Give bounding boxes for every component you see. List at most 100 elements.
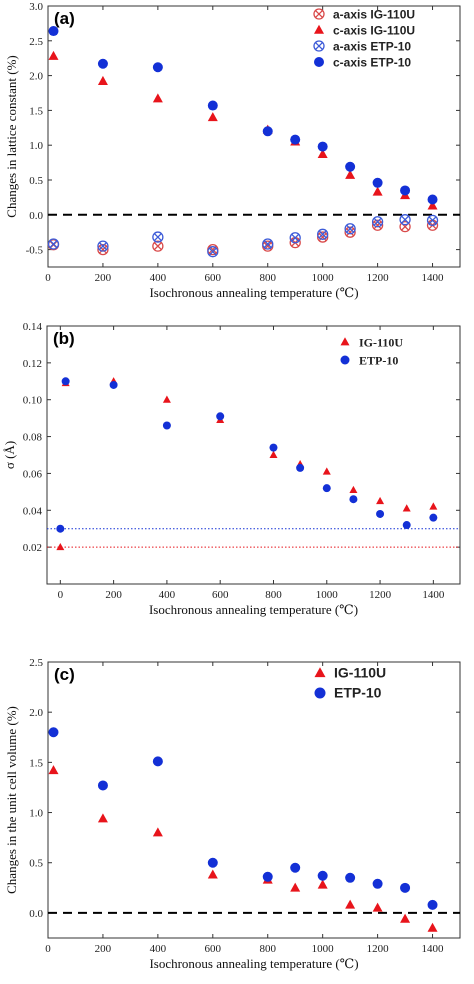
- data-point: [290, 134, 301, 145]
- x-tick-label: 400: [150, 943, 167, 955]
- data-point: [426, 214, 439, 227]
- data-point: [372, 902, 383, 912]
- data-point: [400, 882, 411, 893]
- data-point: [400, 913, 411, 923]
- data-point: [207, 857, 218, 868]
- data-point: [345, 899, 356, 909]
- data-point: [56, 542, 65, 551]
- y-tick-label: 3.0: [29, 1, 43, 13]
- x-tick-label: 0: [45, 943, 51, 955]
- y-tick-label: 0.14: [23, 321, 43, 333]
- legend-label: c-axis IG-110U: [333, 24, 415, 38]
- legend-label: a-axis IG-110U: [333, 8, 415, 22]
- panel-b-chart: 0 200 400 600 800 1000 1200 1400 0.02 0.04 0.06 0.0…: [2, 321, 461, 617]
- data-point: [97, 75, 108, 85]
- data-point: [376, 509, 385, 518]
- data-point: [296, 463, 305, 472]
- y-tick-label: 0.04: [23, 505, 43, 517]
- legend-marker: [313, 40, 325, 52]
- x-tick-label: 600: [212, 589, 229, 601]
- y-tick-label: 2.5: [29, 36, 43, 48]
- data-point: [269, 450, 278, 459]
- x-tick-label: 200: [105, 589, 122, 601]
- y-tick-label: 2.5: [29, 657, 43, 669]
- legend-label: ETP-10: [359, 354, 398, 368]
- legend-marker: [314, 57, 324, 67]
- y-axis-title: Changes in the unit cell volume (%): [4, 706, 19, 894]
- y-axis-title: σ (Å): [2, 441, 17, 469]
- data-point: [429, 502, 438, 510]
- x-tick-label: 800: [259, 272, 276, 284]
- data-point: [61, 377, 70, 386]
- data-point: [372, 177, 383, 188]
- series-0: [48, 765, 438, 932]
- x-tick-label: 0: [58, 589, 64, 601]
- panel-a-chart: 0 200 400 600 800 1000 1200 1400 -0.5 0.0 0.5 1.0 1.…: [4, 1, 461, 300]
- legend-marker: [340, 337, 350, 346]
- data-point: [262, 238, 274, 250]
- panel-label: (c): [54, 665, 75, 684]
- y-tick-label: 0.5: [29, 175, 43, 187]
- data-point: [317, 879, 328, 889]
- plot-frame: [46, 325, 461, 585]
- data-point: [207, 100, 218, 111]
- data-point: [345, 169, 356, 179]
- data-point: [152, 231, 164, 243]
- x-axis-title: Isochronous annealing temperature (℃): [149, 285, 358, 300]
- data-point: [371, 216, 384, 228]
- panel-label: (b): [53, 329, 75, 348]
- data-point: [376, 496, 385, 505]
- series-0: [56, 377, 438, 551]
- data-point: [427, 194, 438, 205]
- x-tick-label: 1200: [367, 272, 390, 284]
- y-axis-title: Changes in lattice constant (%): [4, 55, 19, 217]
- data-point: [152, 62, 163, 73]
- x-tick-label: 1000: [312, 272, 335, 284]
- data-point: [402, 504, 411, 512]
- data-point: [262, 126, 273, 137]
- x-axis-title: Isochronous annealing temperature (℃): [149, 602, 358, 617]
- y-tick-label: 1.0: [29, 140, 43, 152]
- data-point: [349, 495, 358, 504]
- data-point: [97, 243, 109, 256]
- data-point: [317, 141, 328, 152]
- data-point: [48, 765, 59, 775]
- data-point: [97, 813, 108, 823]
- panel-c-chart: 0 200 400 600 800 1000 1200 1400 0.0 0.5 1.0 1.5 2.0…: [4, 657, 461, 971]
- y-tick-label: 0.0: [29, 908, 43, 920]
- data-point: [344, 226, 356, 238]
- data-point: [402, 521, 411, 530]
- legend-marker: [340, 355, 350, 365]
- legend-label: IG-110U: [334, 665, 386, 681]
- data-point: [152, 240, 164, 252]
- data-point: [48, 26, 59, 37]
- data-point: [162, 395, 171, 403]
- legend-marker: [313, 8, 325, 20]
- y-tick-label: 0.5: [29, 858, 43, 870]
- y-tick-label: 1.5: [29, 757, 43, 769]
- data-point: [152, 93, 163, 103]
- data-point: [269, 443, 278, 452]
- data-point: [317, 148, 328, 159]
- x-tick-label: 1000: [316, 589, 339, 601]
- legend-label: IG-110U: [359, 336, 403, 350]
- data-point: [345, 161, 356, 172]
- data-point: [109, 380, 118, 389]
- y-tick-label: 2.0: [29, 71, 43, 83]
- data-point: [48, 50, 59, 60]
- series-2: [47, 214, 439, 258]
- legend-marker: [314, 667, 326, 678]
- legend-label: a-axis ETP-10: [333, 40, 411, 54]
- data-point: [345, 872, 356, 883]
- y-tick-label: 0.10: [23, 395, 43, 407]
- y-tick-label: 0.08: [23, 432, 43, 444]
- series-1: [48, 727, 438, 910]
- y-tick-label: 1.5: [29, 105, 43, 117]
- x-tick-label: 1400: [422, 943, 445, 955]
- legend-label: c-axis ETP-10: [333, 56, 411, 70]
- data-point: [322, 484, 331, 493]
- data-point: [399, 214, 411, 226]
- x-tick-label: 1400: [422, 272, 445, 284]
- x-tick-label: 0: [45, 272, 51, 284]
